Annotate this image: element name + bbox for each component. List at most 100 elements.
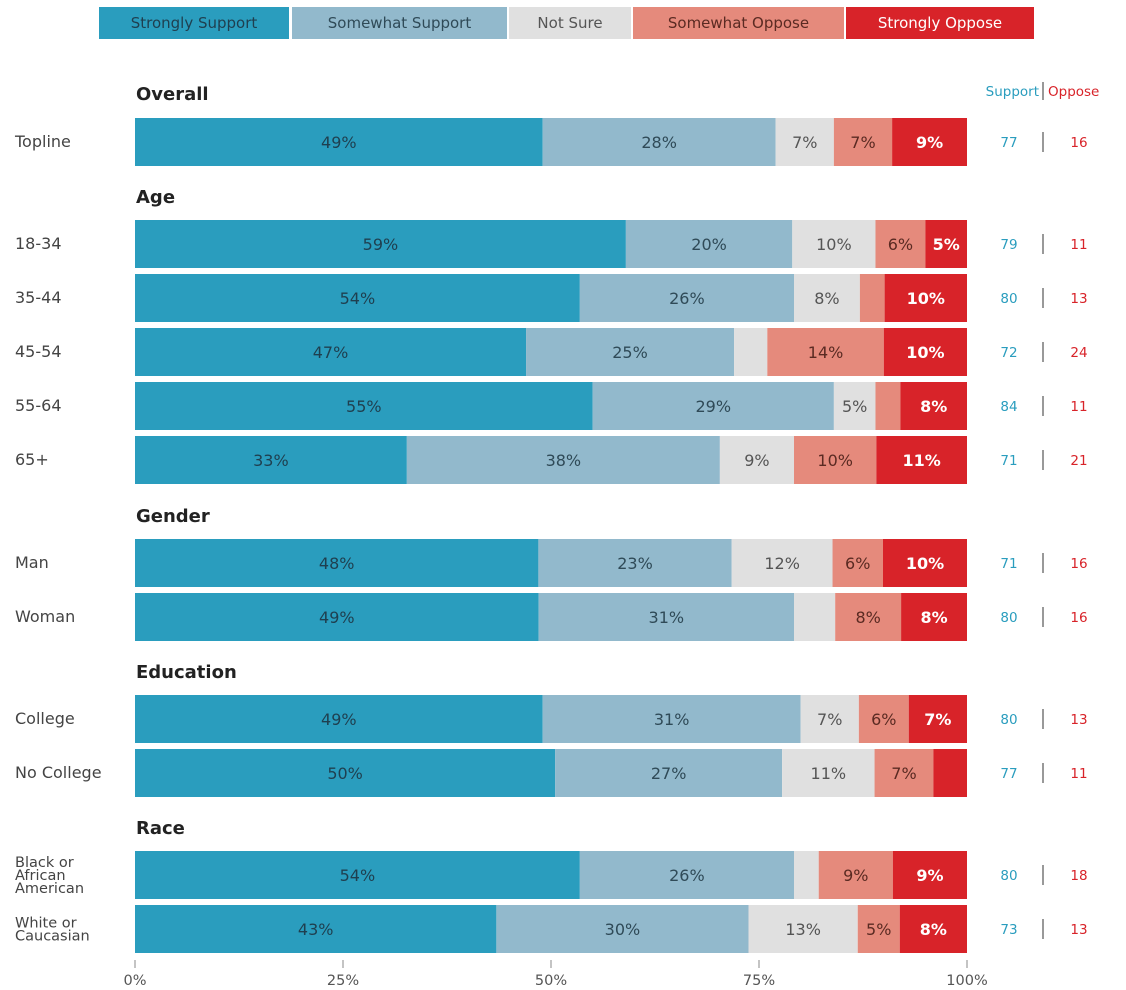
bar-segment-white-or-caucasian-somewhat-oppose — [857, 905, 900, 953]
bar-segment-65-not-sure — [719, 436, 795, 484]
data-label-no-college-strongly-support: 50% — [327, 764, 363, 783]
data-label-45-54-somewhat-oppose: 14% — [808, 343, 844, 362]
bar-segment-black-or-african-american-not-sure — [794, 851, 819, 899]
bar-segment-45-54-strongly-oppose — [883, 328, 967, 376]
support-value-black-or-african-american: 80 — [1000, 868, 1017, 884]
bar-segment-topline-strongly-support — [135, 118, 543, 166]
row-label-topline: Topline — [14, 132, 71, 151]
data-label-man-strongly-support: 48% — [319, 554, 355, 573]
bar-segment-woman-not-sure — [794, 593, 836, 641]
data-label-college-somewhat-support: 31% — [654, 710, 690, 729]
row-label-black-or-african-american: Black or African American — [15, 855, 84, 897]
data-label-man-somewhat-oppose: 6% — [845, 554, 870, 573]
oppose-value-black-or-african-american: 18 — [1070, 868, 1087, 884]
data-label-white-or-caucasian-strongly-support: 43% — [298, 920, 334, 939]
row-label-college: College — [15, 709, 75, 728]
legend-item-somewhat-support: Somewhat Support — [292, 7, 507, 39]
support-value-no-college: 77 — [1000, 766, 1017, 782]
support-value-white-or-caucasian: 73 — [1000, 922, 1017, 938]
data-label-black-or-african-american-somewhat-oppose: 9% — [843, 866, 868, 885]
bar-segment-35-44-strongly-oppose — [884, 274, 967, 322]
bar-segment-college-strongly-oppose — [908, 695, 967, 743]
data-label-college-strongly-support: 49% — [321, 710, 357, 729]
bar-segment-no-college-not-sure — [782, 749, 875, 797]
data-label-college-somewhat-oppose: 6% — [871, 710, 896, 729]
data-label-man-strongly-oppose: 10% — [906, 554, 944, 573]
bar-segment-man-somewhat-oppose — [832, 539, 883, 587]
data-label-white-or-caucasian-strongly-oppose: 8% — [920, 920, 947, 939]
data-label-black-or-african-american-somewhat-support: 26% — [669, 866, 705, 885]
bar-segment-man-somewhat-support — [538, 539, 732, 587]
oppose-value-man: 16 — [1070, 556, 1087, 572]
group-title-race: Race — [136, 818, 185, 839]
bar-segment-no-college-somewhat-oppose — [874, 749, 934, 797]
bar-segment-black-or-african-american-strongly-support — [135, 851, 580, 899]
bar-segment-topline-somewhat-support — [542, 118, 776, 166]
row-label-45-54: 45-54 — [15, 342, 62, 361]
data-label-topline-not-sure: 7% — [792, 133, 817, 152]
bar-segment-no-college-strongly-support — [135, 749, 556, 797]
bar-segment-white-or-caucasian-strongly-oppose — [899, 905, 967, 953]
data-label-no-college-somewhat-oppose: 7% — [891, 764, 916, 783]
group-title-overall: Overall — [136, 84, 209, 105]
bar-segment-college-not-sure — [800, 695, 859, 743]
x-tick-label-2: 50% — [535, 973, 567, 989]
x-tick-label-0: 0% — [123, 973, 146, 989]
data-label-no-college-somewhat-support: 27% — [651, 764, 687, 783]
bar-segment-35-44-strongly-support — [135, 274, 580, 322]
legend-item-strongly-oppose: Strongly Oppose — [846, 7, 1034, 39]
bar-segment-topline-strongly-oppose — [892, 118, 967, 166]
bar-segment-white-or-caucasian-strongly-support — [135, 905, 497, 953]
data-label-woman-somewhat-oppose: 8% — [855, 608, 880, 627]
oppose-value-white-or-caucasian: 13 — [1070, 922, 1087, 938]
bar-segment-white-or-caucasian-not-sure — [748, 905, 858, 953]
bar-segment-man-strongly-oppose — [882, 539, 967, 587]
oppose-value-45-54: 24 — [1070, 345, 1087, 361]
bar-segment-college-somewhat-oppose — [858, 695, 909, 743]
data-label-white-or-caucasian-not-sure: 13% — [785, 920, 821, 939]
data-label-35-44-strongly-support: 54% — [340, 289, 376, 308]
legend-item-strongly-support: Strongly Support — [99, 7, 289, 39]
support-value-18-34: 79 — [1000, 237, 1017, 253]
bar-segment-18-34-strongly-support — [135, 220, 626, 268]
bar-segment-55-64-somewhat-oppose — [875, 382, 901, 430]
bar-segment-18-34-strongly-oppose — [925, 220, 967, 268]
oppose-value-topline: 16 — [1070, 135, 1087, 151]
x-tick-label-1: 25% — [327, 973, 359, 989]
data-label-18-34-strongly-support: 59% — [363, 235, 399, 254]
data-label-45-54-somewhat-support: 25% — [612, 343, 648, 362]
row-label-18-34: 18-34 — [15, 234, 62, 253]
data-label-woman-strongly-support: 49% — [319, 608, 355, 627]
x-tick-label-3: 75% — [743, 973, 775, 989]
data-label-18-34-somewhat-support: 20% — [691, 235, 727, 254]
support-value-65: 71 — [1000, 453, 1017, 469]
bar-segment-65-strongly-support — [135, 436, 407, 484]
support-value-topline: 77 — [1000, 135, 1017, 151]
data-label-65-strongly-oppose: 11% — [903, 451, 941, 470]
support-value-man: 71 — [1000, 556, 1017, 572]
bar-segment-35-44-somewhat-support — [579, 274, 795, 322]
data-label-18-34-somewhat-oppose: 6% — [888, 235, 913, 254]
row-label-55-64: 55-64 — [15, 396, 62, 415]
oppose-value-35-44: 13 — [1070, 291, 1087, 307]
row-label-woman: Woman — [15, 607, 75, 626]
support-value-woman: 80 — [1000, 610, 1017, 626]
data-label-woman-strongly-oppose: 8% — [920, 608, 947, 627]
bar-segment-55-64-strongly-support — [135, 382, 593, 430]
data-label-man-not-sure: 12% — [764, 554, 800, 573]
group-title-gender: Gender — [136, 506, 210, 527]
bar-segment-55-64-strongly-oppose — [900, 382, 967, 430]
data-label-65-strongly-support: 33% — [253, 451, 289, 470]
bar-segment-65-somewhat-oppose — [794, 436, 877, 484]
bar-segment-college-strongly-support — [135, 695, 543, 743]
data-label-white-or-caucasian-somewhat-oppose: 5% — [866, 920, 891, 939]
legend-item-somewhat-oppose: Somewhat Oppose — [633, 7, 844, 39]
bar-segment-woman-strongly-oppose — [901, 593, 967, 641]
support-value-45-54: 72 — [1000, 345, 1017, 361]
bar-segment-65-somewhat-support — [406, 436, 720, 484]
data-label-black-or-african-american-strongly-oppose: 9% — [916, 866, 943, 885]
data-label-topline-strongly-oppose: 9% — [916, 133, 943, 152]
bar-segment-topline-not-sure — [775, 118, 834, 166]
bar-segment-65-strongly-oppose — [876, 436, 967, 484]
